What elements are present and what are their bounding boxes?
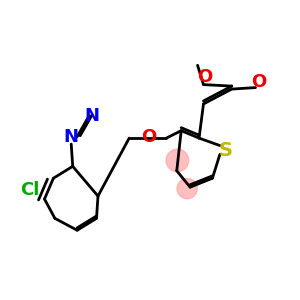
Circle shape — [177, 178, 197, 199]
Text: O: O — [141, 128, 156, 146]
Circle shape — [166, 149, 189, 172]
Text: O: O — [251, 73, 266, 91]
Text: N: N — [85, 107, 100, 125]
Text: S: S — [219, 140, 233, 160]
Text: O: O — [197, 68, 213, 86]
Text: Cl: Cl — [20, 181, 39, 199]
Text: N: N — [64, 128, 79, 146]
